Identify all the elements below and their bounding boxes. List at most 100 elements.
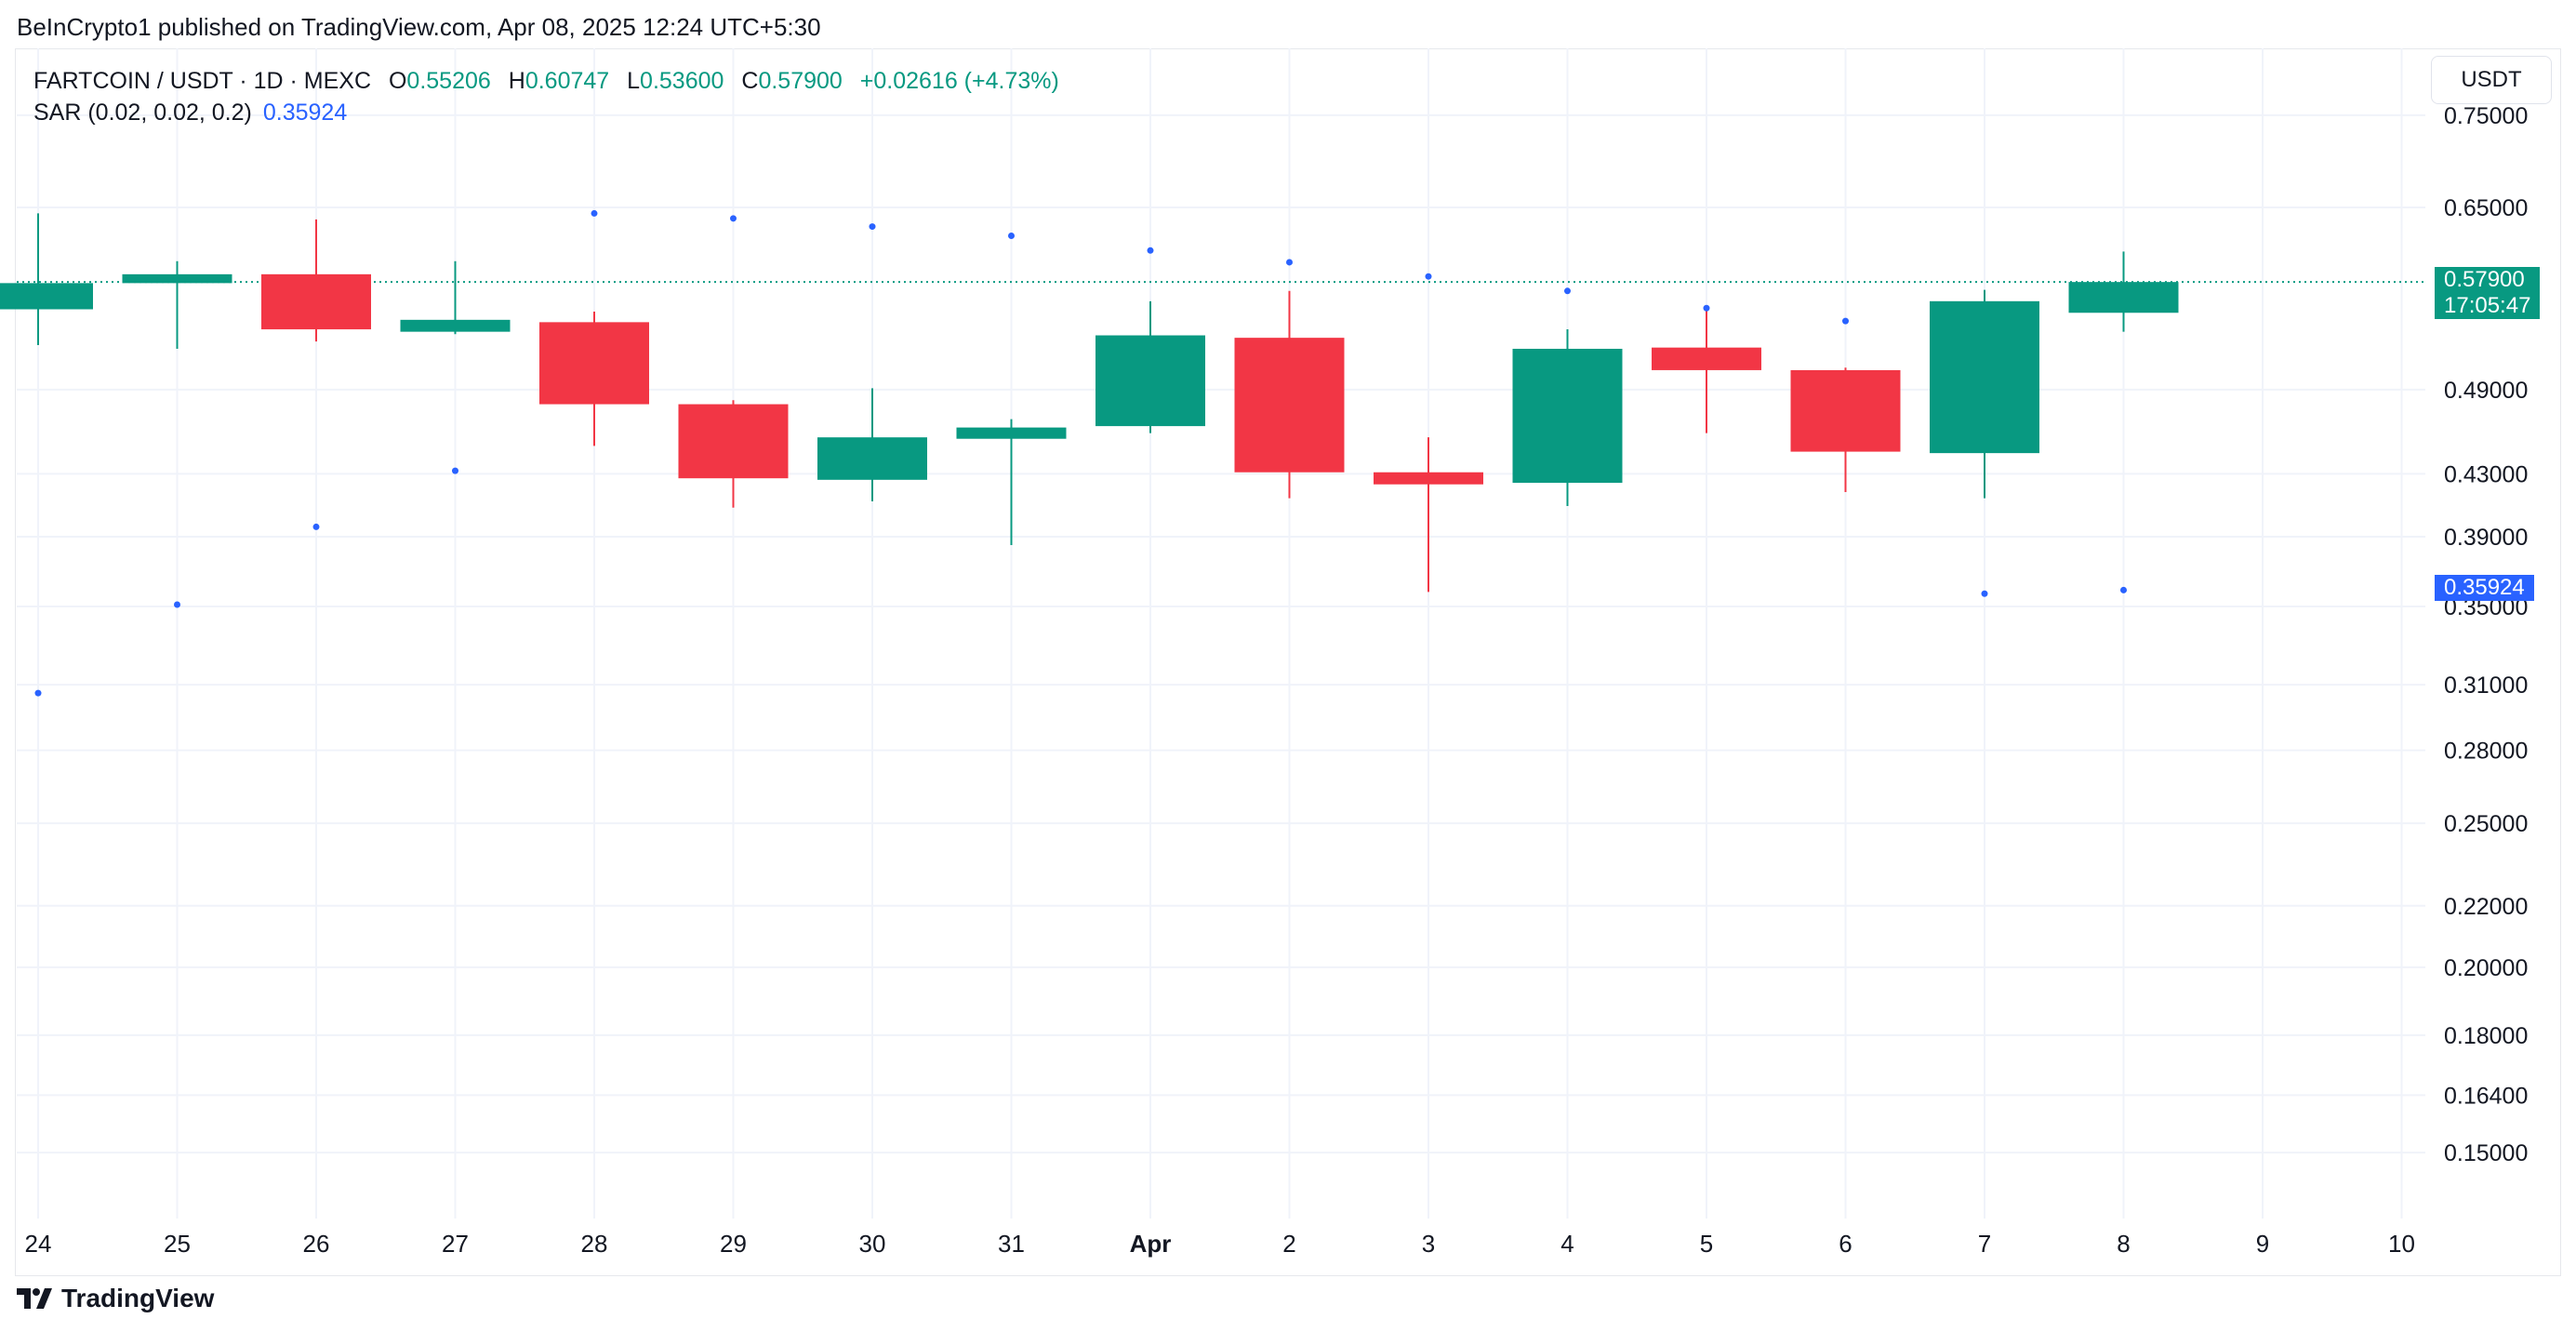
sar-price-value: 0.35924 bbox=[2444, 574, 2525, 600]
candle bbox=[678, 400, 789, 508]
sar-dot bbox=[1564, 287, 1571, 295]
candle bbox=[1790, 367, 1901, 492]
open-label: O bbox=[388, 68, 407, 94]
date-tick-label: 31 bbox=[998, 1230, 1025, 1258]
candle-body bbox=[1234, 338, 1345, 473]
sar-price-tag: 0.35924 bbox=[2435, 574, 2534, 601]
tradingview-logo-icon bbox=[17, 1288, 52, 1309]
date-tick-label: 10 bbox=[2388, 1230, 2415, 1258]
candle-body bbox=[817, 437, 927, 480]
sar-dot bbox=[1425, 273, 1432, 280]
low-label: L bbox=[627, 68, 641, 94]
candle bbox=[261, 219, 371, 342]
candle-body bbox=[2068, 282, 2179, 313]
date-tick-label: 27 bbox=[442, 1230, 469, 1258]
chart-frame[interactable] bbox=[15, 48, 2561, 1276]
price-tick-label: 0.65000 bbox=[2444, 195, 2528, 221]
candle-body bbox=[1374, 472, 1483, 485]
candle-body bbox=[1095, 335, 1205, 427]
sar-dot bbox=[1981, 590, 1988, 597]
date-tick-label: 29 bbox=[720, 1230, 747, 1258]
sar-dot bbox=[730, 215, 737, 222]
tradingview-brand: TradingView bbox=[61, 1284, 215, 1312]
candle-body bbox=[956, 427, 1067, 439]
date-tick-label: 3 bbox=[1422, 1230, 1435, 1258]
price-tick-label: 0.31000 bbox=[2444, 673, 2528, 699]
sar-dot bbox=[869, 223, 876, 231]
candle-body bbox=[122, 273, 232, 284]
date-tick-label: 4 bbox=[1560, 1230, 1573, 1258]
published-caption: BeInCrypto1 published on TradingView.com… bbox=[17, 13, 821, 41]
sar-dots bbox=[34, 209, 2127, 697]
price-tick-label: 0.39000 bbox=[2444, 525, 2528, 551]
chart-legend: FARTCOIN / USDT · 1D · MEXC O0.55206 H0.… bbox=[33, 65, 1059, 128]
sar-dot bbox=[1703, 304, 1710, 312]
candle bbox=[539, 312, 649, 446]
date-tick-label: 7 bbox=[1978, 1230, 1991, 1258]
price-tick-label: 0.49000 bbox=[2444, 378, 2528, 404]
date-tick-label: 2 bbox=[1282, 1230, 1295, 1258]
candle-body bbox=[261, 273, 371, 330]
date-tick-label: Apr bbox=[1130, 1230, 1172, 1258]
date-tick-label: 5 bbox=[1700, 1230, 1713, 1258]
candle bbox=[1930, 289, 2039, 499]
candle bbox=[817, 388, 927, 501]
candle-body bbox=[400, 319, 511, 332]
candle bbox=[956, 419, 1067, 545]
tradingview-logo[interactable]: TradingView bbox=[17, 1284, 214, 1313]
sar-dot bbox=[312, 523, 320, 530]
candle-body bbox=[539, 322, 649, 405]
price-tick-label: 0.20000 bbox=[2444, 955, 2528, 981]
price-tick-label: 0.16400 bbox=[2444, 1083, 2528, 1109]
candle-body bbox=[678, 404, 789, 479]
sar-dot bbox=[1286, 259, 1293, 266]
candle bbox=[1652, 308, 1761, 433]
sar-dot bbox=[1842, 317, 1849, 325]
date-tick-label: 26 bbox=[303, 1230, 330, 1258]
sar-dot bbox=[174, 601, 180, 608]
grid-lines bbox=[17, 48, 2425, 1219]
high-value: 0.60747 bbox=[524, 68, 610, 94]
price-tick-label: 0.28000 bbox=[2444, 739, 2528, 765]
symbol-title[interactable]: FARTCOIN / USDT · 1D · MEXC bbox=[33, 68, 372, 94]
date-tick-label: 28 bbox=[581, 1230, 608, 1258]
candle-body bbox=[1652, 347, 1761, 370]
price-tick-label: 0.18000 bbox=[2444, 1023, 2528, 1049]
sar-dot bbox=[2120, 586, 2127, 593]
candle bbox=[122, 260, 232, 349]
price-tick-label: 0.43000 bbox=[2444, 461, 2528, 487]
currency-unit-button[interactable]: USDT bbox=[2431, 56, 2552, 104]
candle-body bbox=[1512, 348, 1623, 484]
price-tick-label: 0.25000 bbox=[2444, 811, 2528, 837]
low-value: 0.53600 bbox=[640, 68, 724, 94]
sar-dot bbox=[1008, 233, 1015, 240]
candle-body bbox=[1790, 369, 1901, 452]
candle-body bbox=[0, 283, 93, 310]
candle bbox=[1374, 437, 1483, 593]
countdown-timer: 17:05:47 bbox=[2444, 293, 2531, 319]
price-axis: 0.750000.650000.490000.430000.390000.350… bbox=[2444, 103, 2528, 1166]
candle bbox=[1095, 300, 1205, 433]
high-label: H bbox=[508, 68, 525, 94]
close-value: 0.57900 bbox=[758, 68, 843, 94]
date-tick-label: 30 bbox=[859, 1230, 886, 1258]
candle bbox=[400, 260, 511, 335]
sar-dot bbox=[1147, 246, 1154, 254]
change-value: +0.02616 (+4.73%) bbox=[859, 68, 1059, 94]
candle bbox=[1512, 329, 1623, 507]
candle bbox=[1234, 290, 1345, 499]
date-tick-label: 24 bbox=[25, 1230, 52, 1258]
open-value: 0.55206 bbox=[406, 68, 491, 94]
sar-dot bbox=[591, 209, 598, 217]
candle bbox=[2068, 251, 2179, 332]
time-axis: 24 25 26 27 28 29 30 31 Apr 2 3 4 5 6 7 8 9 10 bbox=[25, 1230, 2415, 1258]
sar-dot bbox=[452, 467, 458, 474]
date-tick-label: 9 bbox=[2256, 1230, 2269, 1258]
sar-indicator-label[interactable]: SAR (0.02, 0.02, 0.2) bbox=[33, 100, 252, 126]
date-tick-label: 25 bbox=[164, 1230, 191, 1258]
sar-indicator-value: 0.35924 bbox=[262, 100, 348, 126]
candle-body bbox=[1930, 300, 2039, 454]
date-tick-label: 8 bbox=[2117, 1230, 2130, 1258]
candles bbox=[0, 213, 2179, 593]
